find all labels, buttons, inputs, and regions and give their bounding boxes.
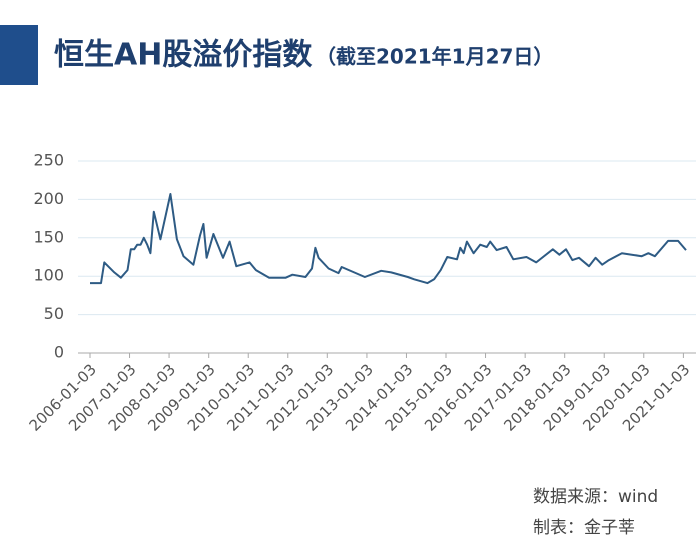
y-tick-label: 0 — [54, 343, 64, 362]
chart-subtitle: （截至2021年1月27日） — [316, 45, 553, 69]
chart-title: 恒生AH股溢价指数 — [54, 38, 313, 73]
y-tick-label: 50 — [44, 304, 64, 323]
title-marker — [0, 25, 38, 85]
author-note: 制表：金子莘 — [533, 518, 635, 538]
y-tick-label: 100 — [33, 266, 64, 285]
line-series — [90, 193, 687, 285]
y-tick-label: 250 — [33, 151, 64, 170]
y-tick-label: 200 — [33, 189, 64, 208]
source-note: 数据来源：wind — [533, 487, 658, 507]
y-tick-label: 150 — [33, 227, 64, 246]
